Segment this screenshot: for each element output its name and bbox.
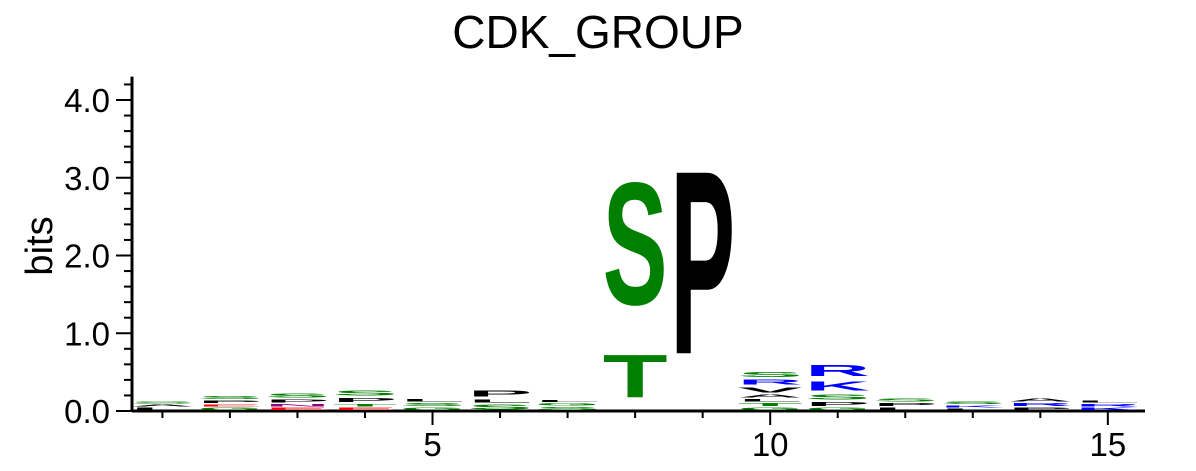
logo-letter-p: P: [1008, 407, 1073, 411]
logo-letter-p: P: [670, 116, 735, 409]
logo-letter-k: K: [940, 405, 1005, 408]
logo-letter-l: L: [1075, 400, 1140, 403]
logo-letter-a: A: [738, 394, 803, 399]
logo-letter-p: P: [198, 400, 263, 404]
logo-letter-k: K: [1075, 407, 1140, 411]
logo-letter-t: T: [333, 403, 398, 407]
logo-letter-r: R: [805, 362, 870, 379]
logo-letter-l: L: [400, 399, 465, 403]
logo-letter-s: S: [333, 389, 398, 397]
logo-letter-p: P: [265, 399, 330, 404]
logo-letter-e: E: [333, 407, 398, 411]
logo-letter-t: T: [738, 402, 803, 407]
ticks: 0.0 1.0 2.0 3.0 4.0 5 10 15: [64, 82, 1126, 463]
logo-letter-e: E: [198, 404, 263, 407]
logo-letter-s: S: [130, 401, 195, 404]
logo-letter-g: G: [198, 407, 263, 411]
x-tick-label: 10: [752, 426, 789, 463]
y-tick-label: 0.0: [64, 393, 110, 430]
logo-letter-l: L: [468, 399, 533, 404]
logo-letter-s: S: [603, 146, 668, 341]
logo-letter-p: P: [333, 397, 398, 403]
logo-letter-g: G: [805, 407, 870, 411]
x-tick-label: 5: [423, 426, 441, 463]
logo-letter-t: T: [603, 343, 668, 411]
logo-letter-l: L: [873, 407, 938, 411]
y-axis-label: bits: [19, 216, 61, 275]
logo-letter-g: G: [400, 407, 465, 411]
chart-title: CDK_GROUP: [452, 6, 743, 58]
logo-letter-k: K: [805, 379, 870, 393]
logo-letter-s: S: [805, 393, 870, 401]
logo-letter-s: S: [738, 371, 803, 379]
logo-letter-v: V: [738, 386, 803, 394]
y-tick-label: 3.0: [64, 160, 110, 197]
y-tick-label: 4.0: [64, 82, 110, 119]
y-tick-label: 1.0: [64, 315, 110, 352]
logo-letter-s: S: [873, 398, 938, 403]
x-tick-label: 15: [1089, 426, 1126, 463]
logo-letter-a: A: [130, 404, 195, 407]
logo-letter-a: A: [1008, 397, 1073, 402]
logo-letter-n: N: [265, 403, 330, 407]
logo-letter-l: L: [130, 407, 195, 411]
logo-letter-l: L: [738, 399, 803, 403]
logo-letter-p: P: [805, 401, 870, 407]
logo-letter-l: L: [940, 408, 1005, 411]
y-tick-label: 2.0: [64, 238, 110, 275]
logo-letter-r: R: [1008, 402, 1073, 407]
logo-letter-e: E: [265, 407, 330, 411]
logo-letter-r: R: [1075, 403, 1140, 407]
logo-letter-s: S: [265, 392, 330, 398]
logo-letter-p: P: [873, 402, 938, 407]
logo-letter-s: S: [468, 403, 533, 411]
logo-letter-g: G: [535, 403, 600, 407]
logo-letter-r: R: [738, 378, 803, 386]
logo-letter-s: S: [400, 402, 465, 407]
logo-letter-s: S: [198, 395, 263, 400]
logo-letter-s: S: [535, 406, 600, 411]
logo-letter-g: G: [738, 407, 803, 411]
logo-letter-p: P: [468, 389, 533, 398]
logo-letter-l: L: [535, 399, 600, 402]
logo-letter-s: S: [940, 401, 1005, 405]
axes: [130, 76, 1145, 413]
